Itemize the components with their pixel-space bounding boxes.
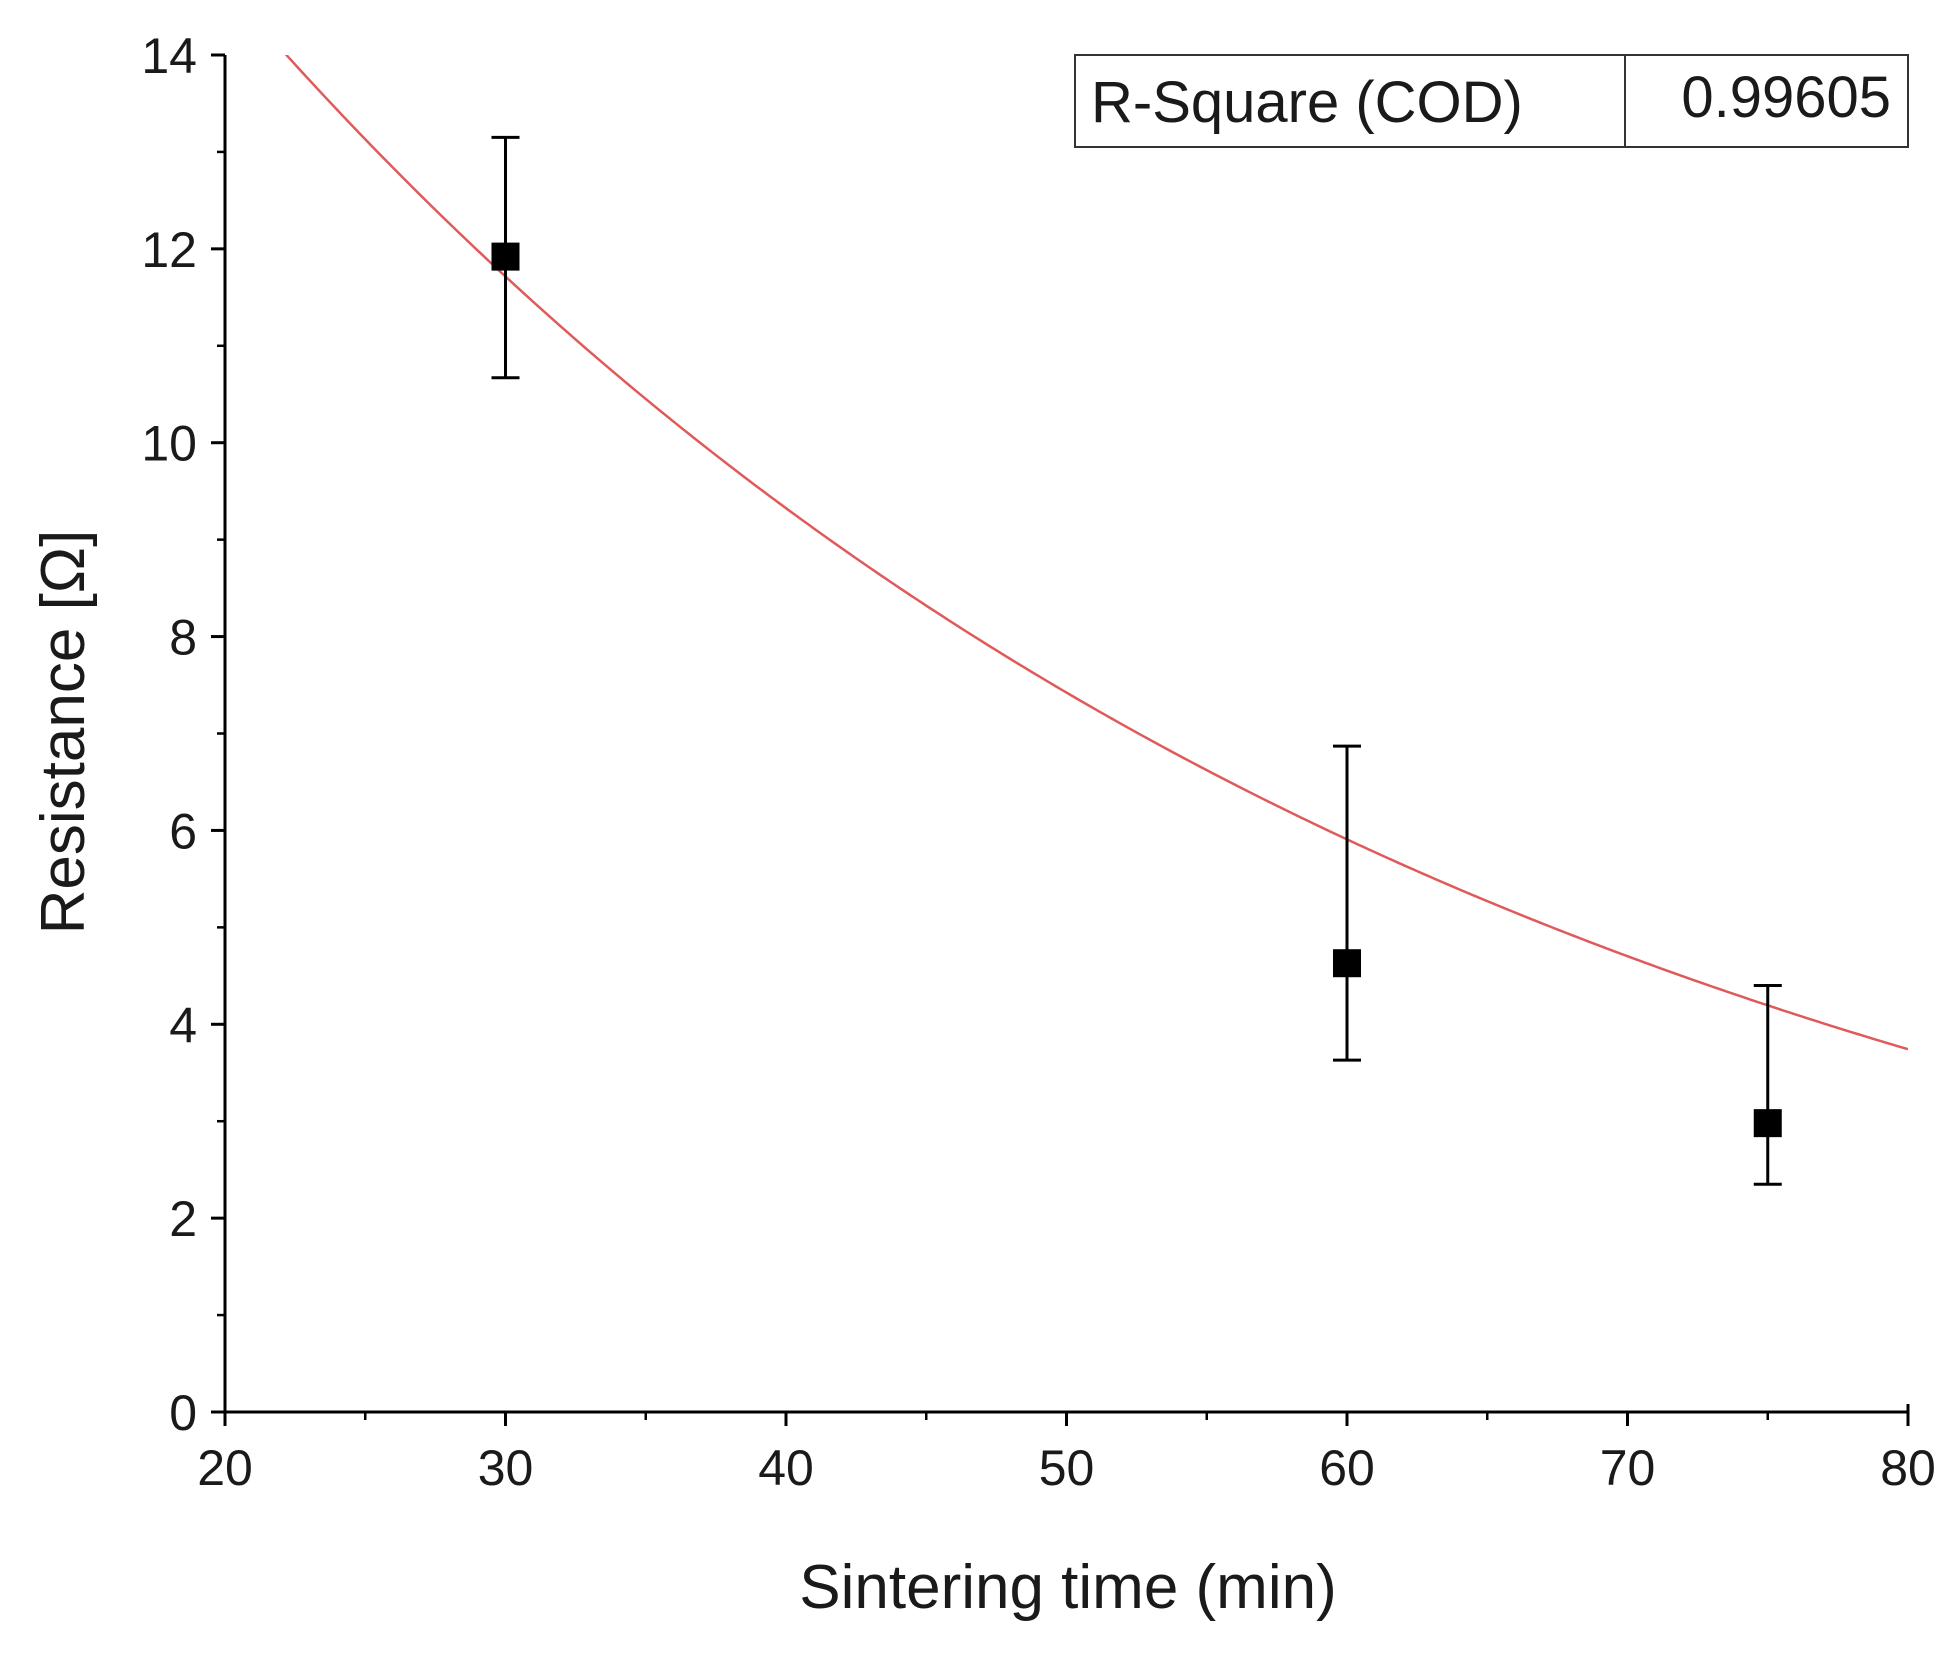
x-tick-label-30: 30 <box>478 1440 534 1496</box>
x-tick-label-40: 40 <box>758 1440 814 1496</box>
fit-curve-layer <box>284 55 1908 1051</box>
x-axis-title: Sintering time (min) <box>799 1553 1336 1622</box>
r-square-table-border <box>1074 54 1909 148</box>
data-point-75 <box>1753 1109 1782 1138</box>
x-tick-label-80: 80 <box>1880 1440 1936 1496</box>
y-tick-label-12: 12 <box>141 222 197 278</box>
y-tick-label-2: 2 <box>169 1191 197 1247</box>
data-point-60 <box>1333 949 1361 978</box>
y-tick-label-10: 10 <box>141 416 197 472</box>
y-tick-label-6: 6 <box>169 803 197 859</box>
data-points-layer <box>491 242 1782 1138</box>
x-tick-label-60: 60 <box>1319 1440 1375 1496</box>
y-tick-label-0: 0 <box>169 1385 197 1441</box>
axes-layer <box>223 55 1910 1414</box>
r-square-value: 0.99605 <box>1681 65 1891 130</box>
error-bars-layer <box>491 135 1782 1186</box>
y-tick-label-8: 8 <box>169 610 197 666</box>
r-square-label: R-Square (COD) <box>1091 70 1523 135</box>
data-point-30 <box>491 242 520 271</box>
tick-labels-layer: 20 30 40 50 60 70 80 0 2 4 6 8 10 12 14 <box>141 28 1935 1496</box>
x-tick-label-70: 70 <box>1600 1440 1656 1496</box>
x-tick-label-50: 50 <box>1039 1440 1095 1496</box>
ticks-layer <box>211 53 1910 1426</box>
y-axis-title: Resistance [Ω] <box>29 530 98 935</box>
y-tick-label-4: 4 <box>169 997 197 1053</box>
r-square-table: R-Square (COD) 0.99605 <box>1074 54 1909 148</box>
y-tick-label-14: 14 <box>141 28 197 84</box>
fit-curve <box>284 55 1908 1051</box>
x-tick-label-20: 20 <box>197 1440 253 1496</box>
